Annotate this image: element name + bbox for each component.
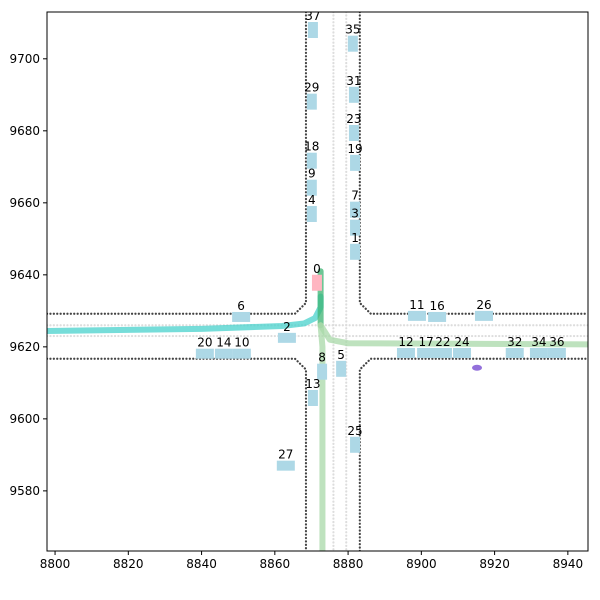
vehicle-label: 27 xyxy=(278,448,293,462)
trajectory xyxy=(317,322,588,348)
vehicle xyxy=(306,205,317,222)
vehicle-label: 8 xyxy=(318,351,326,365)
axes-frame xyxy=(46,11,589,552)
road-edge xyxy=(47,357,308,551)
vehicle-label: 22 xyxy=(435,335,450,349)
vehicle-label: 19 xyxy=(347,142,362,156)
vehicle-label: 17 xyxy=(418,335,433,349)
vehicle-label: 13 xyxy=(305,377,320,391)
vehicle xyxy=(195,348,214,359)
vehicle-label: 32 xyxy=(507,335,522,349)
vehicle-label: 37 xyxy=(305,9,320,23)
vehicle xyxy=(306,93,317,110)
vehicle-label: 36 xyxy=(549,335,564,349)
vehicle-label: 2 xyxy=(283,320,291,334)
vehicle-label: 11 xyxy=(409,298,424,312)
vehicle xyxy=(407,310,426,321)
vehicle-label: 4 xyxy=(308,193,316,207)
vehicle xyxy=(277,332,296,343)
y-tick-label: 9580 xyxy=(9,484,40,498)
vehicle xyxy=(350,243,361,260)
vehicle xyxy=(317,363,328,380)
vehicle xyxy=(547,347,566,358)
vehicle xyxy=(350,219,361,236)
vehicle xyxy=(350,436,361,453)
vehicle-label: 18 xyxy=(304,140,319,154)
x-tick-label: 8840 xyxy=(186,557,217,571)
x-tick-label: 8860 xyxy=(260,557,291,571)
vehicle xyxy=(529,347,548,358)
vehicle xyxy=(214,348,233,359)
x-tick-label: 8880 xyxy=(333,557,364,571)
vehicle-label: 29 xyxy=(304,81,319,95)
vehicle-label: 10 xyxy=(234,336,249,350)
x-tick-label: 8920 xyxy=(479,557,510,571)
vehicle xyxy=(474,310,493,321)
y-tick-label: 9680 xyxy=(9,124,40,138)
vehicle xyxy=(311,274,322,291)
marker xyxy=(472,364,483,371)
vehicle xyxy=(452,347,471,358)
vehicle-label: 16 xyxy=(429,299,444,313)
vehicle-label: 25 xyxy=(347,424,362,438)
vehicle xyxy=(348,124,359,141)
vehicle xyxy=(350,201,361,218)
x-tick-label: 8800 xyxy=(40,557,71,571)
y-tick-label: 9600 xyxy=(9,412,40,426)
vehicle xyxy=(307,22,318,39)
vehicle-label: 26 xyxy=(476,298,491,312)
x-tick-label: 8940 xyxy=(553,557,584,571)
vehicle xyxy=(396,347,415,358)
y-tick-label: 9620 xyxy=(9,340,40,354)
vehicle-label: 0 xyxy=(313,262,321,276)
vehicle-label: 5 xyxy=(337,348,345,362)
vehicle xyxy=(433,347,452,358)
vehicle xyxy=(347,35,358,52)
vehicle-label: 9 xyxy=(308,167,316,181)
vehicle xyxy=(306,179,317,196)
vehicle xyxy=(306,152,317,169)
vehicle xyxy=(232,311,251,322)
road-edge xyxy=(47,12,308,315)
vehicle-label: 12 xyxy=(398,335,413,349)
y-tick-label: 9660 xyxy=(9,196,40,210)
vehicle xyxy=(336,360,347,377)
x-tick-label: 8820 xyxy=(113,557,144,571)
vehicle-label: 31 xyxy=(346,74,361,88)
vehicle-label: 3 xyxy=(351,207,359,221)
vehicle xyxy=(505,347,524,358)
vehicle-label: 23 xyxy=(346,112,361,126)
vehicle-label: 1 xyxy=(351,231,359,245)
vehicle-label: 20 xyxy=(197,336,212,350)
vehicle xyxy=(428,311,447,322)
vehicle xyxy=(307,389,318,406)
vehicle-label: 14 xyxy=(216,336,231,350)
vehicle xyxy=(232,348,251,359)
y-tick-label: 9700 xyxy=(9,52,40,66)
vehicle xyxy=(348,86,359,103)
vehicle-label: 35 xyxy=(345,23,360,37)
road-edge xyxy=(358,12,588,315)
x-tick-label: 8900 xyxy=(406,557,437,571)
vehicle xyxy=(350,154,361,171)
vehicle-label: 34 xyxy=(531,335,546,349)
vehicle-label: 7 xyxy=(351,189,359,203)
trajectory xyxy=(317,322,326,551)
vehicle xyxy=(276,460,295,471)
vehicle-label: 6 xyxy=(237,299,245,313)
vehicle xyxy=(417,347,436,358)
vehicle-label: 24 xyxy=(454,335,469,349)
y-tick-label: 9640 xyxy=(9,268,40,282)
road-edge xyxy=(358,357,588,551)
